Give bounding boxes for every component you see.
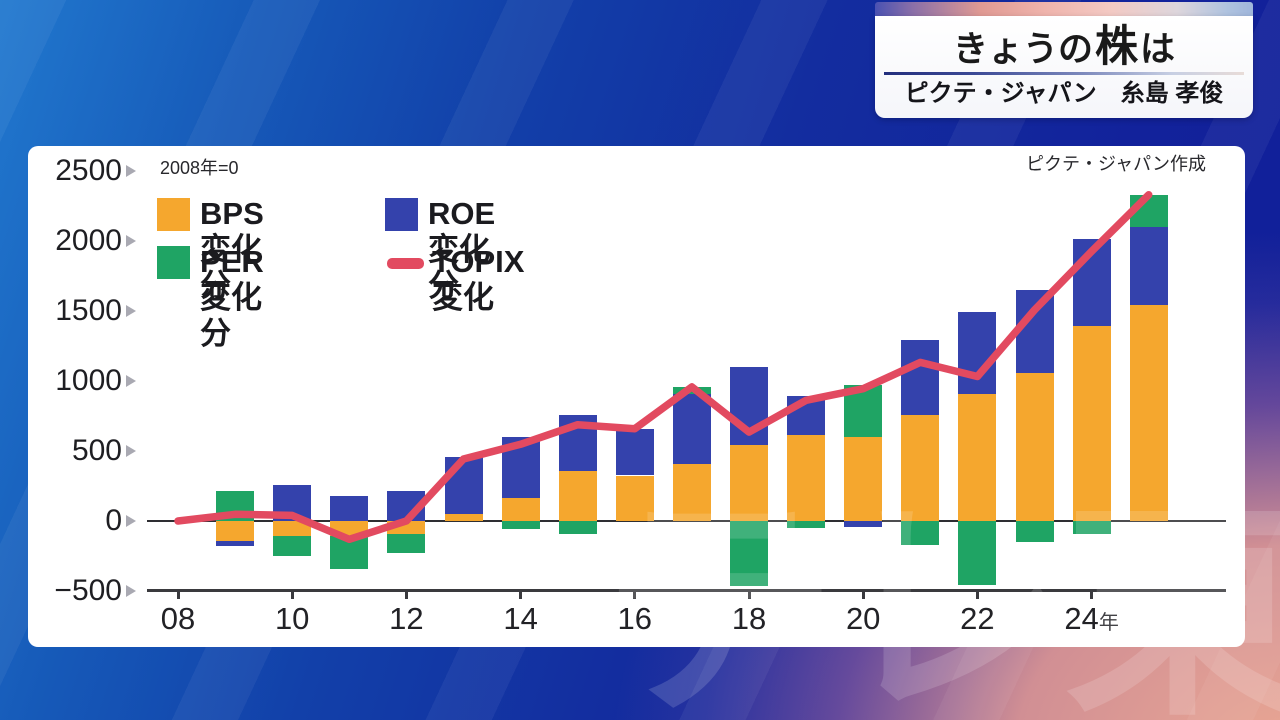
bar-segment-roe-14 <box>501 437 540 498</box>
tick-arrow-icon <box>126 445 136 457</box>
tick-arrow-icon <box>126 375 136 387</box>
bar-segment-roe-15 <box>558 414 597 472</box>
x-axis-label-10: 10 <box>274 601 310 636</box>
y-axis-value: −500 <box>54 574 122 607</box>
bar-segment-per-12 <box>387 533 426 554</box>
bar-segment-bps-25 <box>1129 304 1168 521</box>
header-underline <box>884 72 1244 75</box>
legend-label-topix: TOPIX変化 <box>432 244 525 315</box>
bar-segment-per-10 <box>273 536 312 556</box>
x-axis-label-24: 24年 <box>1064 601 1119 636</box>
bar-segment-roe-23 <box>1015 290 1054 373</box>
bar-segment-per-18 <box>730 521 768 587</box>
bar-segment-roe-20 <box>844 521 883 528</box>
tick-arrow-icon <box>126 515 136 527</box>
x-axis-label-08: 08 <box>160 601 196 636</box>
x-axis-line <box>147 589 1226 592</box>
y-axis-value: 500 <box>71 434 122 467</box>
bar-segment-roe-21 <box>901 339 940 415</box>
source-note: ピクテ・ジャパン作成 <box>1026 154 1206 174</box>
bar-segment-bps-18 <box>730 444 768 521</box>
x-axis-tickmark-24 <box>1090 589 1094 599</box>
bar-segment-roe-24 <box>1072 238 1111 326</box>
bar-segment-bps-12 <box>387 521 426 534</box>
tick-arrow-icon <box>126 585 136 597</box>
y-axis-value: 0 <box>105 504 122 537</box>
legend-swatch-per <box>157 246 190 279</box>
bar-segment-per-24 <box>1072 521 1111 534</box>
y-axis-value: 1500 <box>55 294 122 327</box>
y-axis-value: 2000 <box>55 224 122 257</box>
bar-segment-roe-10 <box>273 484 312 521</box>
x-axis-label-14: 14 <box>503 601 538 636</box>
bar-segment-roe-16 <box>615 429 654 476</box>
x-axis-label-12: 12 <box>389 601 424 636</box>
bar-segment-per-09 <box>216 490 255 521</box>
tick-arrow-icon <box>126 165 136 177</box>
x-axis-tickmark-16 <box>633 589 637 599</box>
x-axis-label-22: 22 <box>960 601 995 636</box>
bar-segment-per-21 <box>901 521 940 545</box>
x-axis-tickmark-18 <box>747 589 751 599</box>
bar-segment-roe-17 <box>672 393 711 464</box>
legend-swatch-roe <box>385 198 418 231</box>
tick-arrow-icon <box>126 305 136 317</box>
x-axis-tickmark-20 <box>861 589 865 599</box>
bar-segment-per-11 <box>330 535 369 570</box>
bar-segment-roe-09 <box>216 541 255 547</box>
bar-segment-bps-19 <box>787 434 826 521</box>
bar-segment-bps-09 <box>216 521 255 542</box>
bar-segment-bps-10 <box>273 521 312 537</box>
header-card: きょうの 株 は ピクテ・ジャパン 糸島 孝俊 <box>875 16 1253 118</box>
title-suffix: は <box>1140 30 1176 69</box>
page-title: きょうの 株 は <box>875 22 1253 72</box>
bar-segment-per-17 <box>672 386 711 394</box>
bar-segment-roe-12 <box>387 490 426 521</box>
bar-segment-roe-13 <box>444 457 483 514</box>
legend-swatch-bps <box>157 198 190 231</box>
bar-segment-bps-21 <box>901 414 940 521</box>
bar-segment-bps-15 <box>558 471 597 521</box>
x-axis-tickmark-14 <box>519 589 523 599</box>
y-axis-value: 1000 <box>55 364 122 397</box>
presenter-name: ピクテ・ジャパン 糸島 孝俊 <box>904 80 1224 107</box>
title-prefix: きょうの <box>952 30 1093 69</box>
x-axis-tickmark-08 <box>176 589 180 599</box>
bar-segment-per-19 <box>787 521 826 528</box>
bar-segment-per-14 <box>501 521 540 530</box>
x-axis-tickmark-12 <box>404 589 408 599</box>
bar-segment-roe-18 <box>730 367 768 445</box>
bar-segment-roe-25 <box>1129 227 1168 305</box>
x-axis-label-16: 16 <box>617 601 653 636</box>
bar-segment-bps-14 <box>501 497 540 521</box>
bar-segment-per-23 <box>1015 521 1054 542</box>
title-emphasis: 株 <box>1095 23 1138 71</box>
bar-segment-roe-11 <box>330 495 369 521</box>
legend-dash-topix <box>387 258 424 269</box>
bar-segment-per-20 <box>844 385 883 437</box>
bar-segment-per-22 <box>958 521 997 586</box>
x-axis-tickmark-10 <box>290 589 294 599</box>
x-axis-label-20: 20 <box>845 601 881 636</box>
legend-label-per: PER変化分 <box>200 244 264 351</box>
bar-segment-per-15 <box>558 521 597 534</box>
x-axis-tickmark-22 <box>975 589 979 599</box>
x-axis-label-18: 18 <box>731 601 767 636</box>
bar-segment-bps-11 <box>330 521 369 536</box>
bar-segment-bps-23 <box>1015 372 1054 521</box>
bar-segment-roe-19 <box>787 396 826 435</box>
bar-segment-bps-20 <box>844 437 883 521</box>
y-axis-value: 2500 <box>55 154 122 187</box>
bar-segment-bps-17 <box>672 463 711 521</box>
bar-segment-roe-22 <box>958 312 997 394</box>
bar-segment-per-25 <box>1129 194 1168 227</box>
bar-segment-bps-16 <box>615 475 654 521</box>
bar-segment-bps-22 <box>958 393 997 521</box>
header-accent-strip <box>875 2 1253 16</box>
bar-segment-bps-13 <box>444 514 483 521</box>
bar-segment-bps-24 <box>1072 325 1111 521</box>
tick-arrow-icon <box>126 235 136 247</box>
baseline-note: 2008年=0 <box>160 158 239 178</box>
